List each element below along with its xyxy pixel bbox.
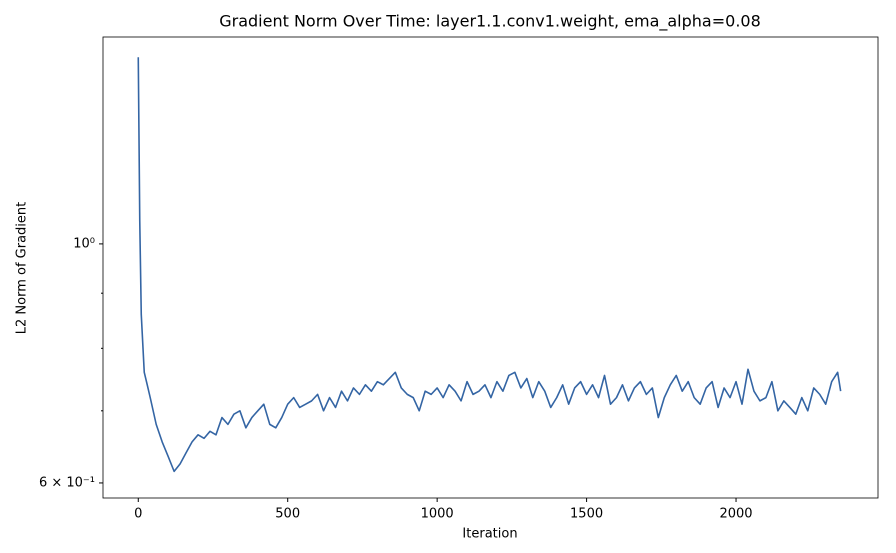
y-tick-label: 6 × 10⁻¹ <box>39 475 95 490</box>
chart-title: Gradient Norm Over Time: layer1.1.conv1.… <box>219 12 761 32</box>
x-tick-label: 2000 <box>719 507 752 522</box>
x-tick-label: 1000 <box>421 507 454 522</box>
y-axis-label: L2 Norm of Gradient <box>15 202 30 334</box>
y-tick-label: 10⁰ <box>73 236 95 251</box>
x-tick-label: 1500 <box>570 507 603 522</box>
x-axis-label: Iteration <box>462 527 517 542</box>
data-line <box>137 57 842 473</box>
x-tick-label: 500 <box>275 507 300 522</box>
plot-frame <box>102 36 879 499</box>
x-tick-label: 0 <box>134 507 142 522</box>
